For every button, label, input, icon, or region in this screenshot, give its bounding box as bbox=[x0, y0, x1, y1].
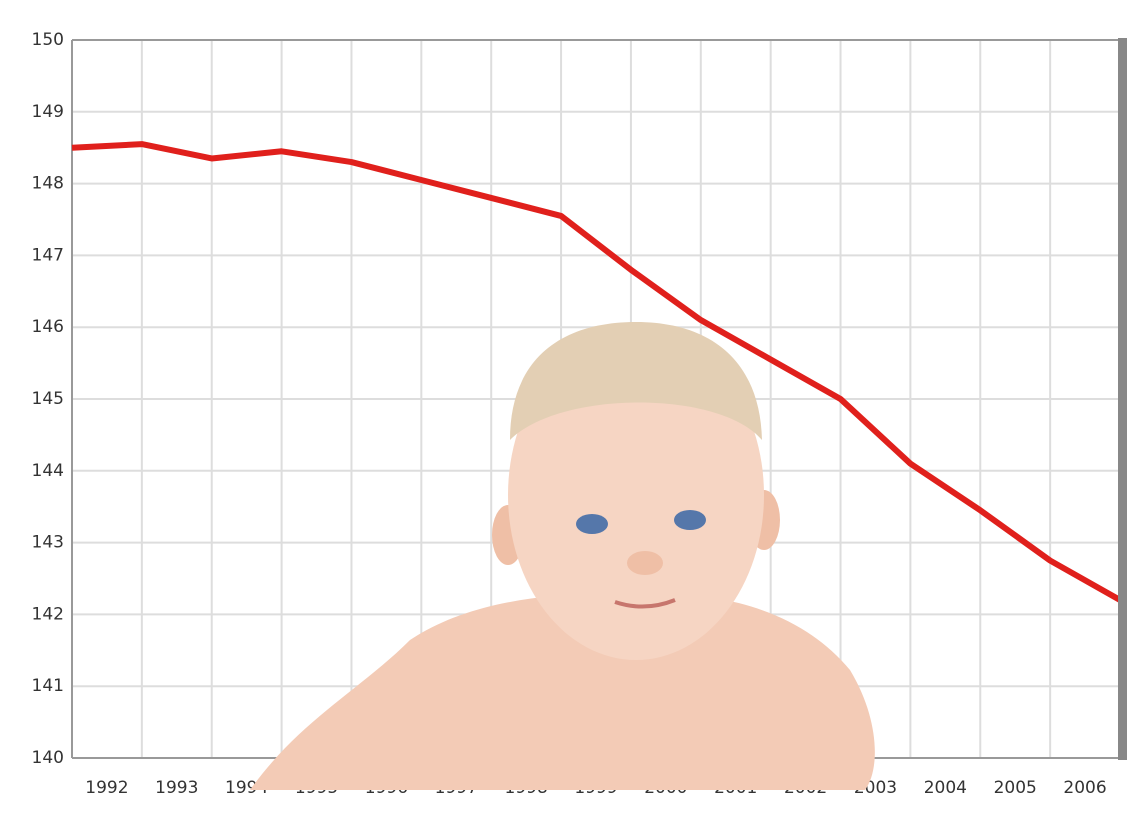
x-tick-label: 1992 bbox=[85, 778, 128, 798]
y-tick-label: 142 bbox=[32, 604, 64, 624]
y-tick-label: 147 bbox=[32, 245, 64, 265]
right-edge bbox=[1118, 38, 1127, 760]
x-tick-label: 2006 bbox=[1063, 778, 1106, 798]
x-tick-label: 1993 bbox=[155, 778, 198, 798]
y-tick-label: 150 bbox=[32, 30, 64, 50]
baby-eye bbox=[674, 510, 706, 530]
chart: 140 141 142 143 144 145 146 147 148 149 150 1992 199… bbox=[0, 0, 1127, 814]
y-tick-label: 141 bbox=[32, 676, 64, 696]
y-tick-label: 145 bbox=[32, 389, 64, 409]
x-tick-label: 2004 bbox=[924, 778, 967, 798]
y-tick-label: 140 bbox=[32, 748, 64, 768]
y-tick-label: 149 bbox=[32, 102, 64, 122]
y-tick-label: 143 bbox=[32, 533, 64, 553]
baby-eye bbox=[576, 514, 608, 534]
y-tick-label: 146 bbox=[32, 317, 64, 337]
y-tick-label: 144 bbox=[32, 461, 64, 481]
x-tick-label: 2005 bbox=[994, 778, 1037, 798]
y-tick-label: 148 bbox=[32, 174, 64, 194]
baby-nose bbox=[627, 551, 663, 575]
